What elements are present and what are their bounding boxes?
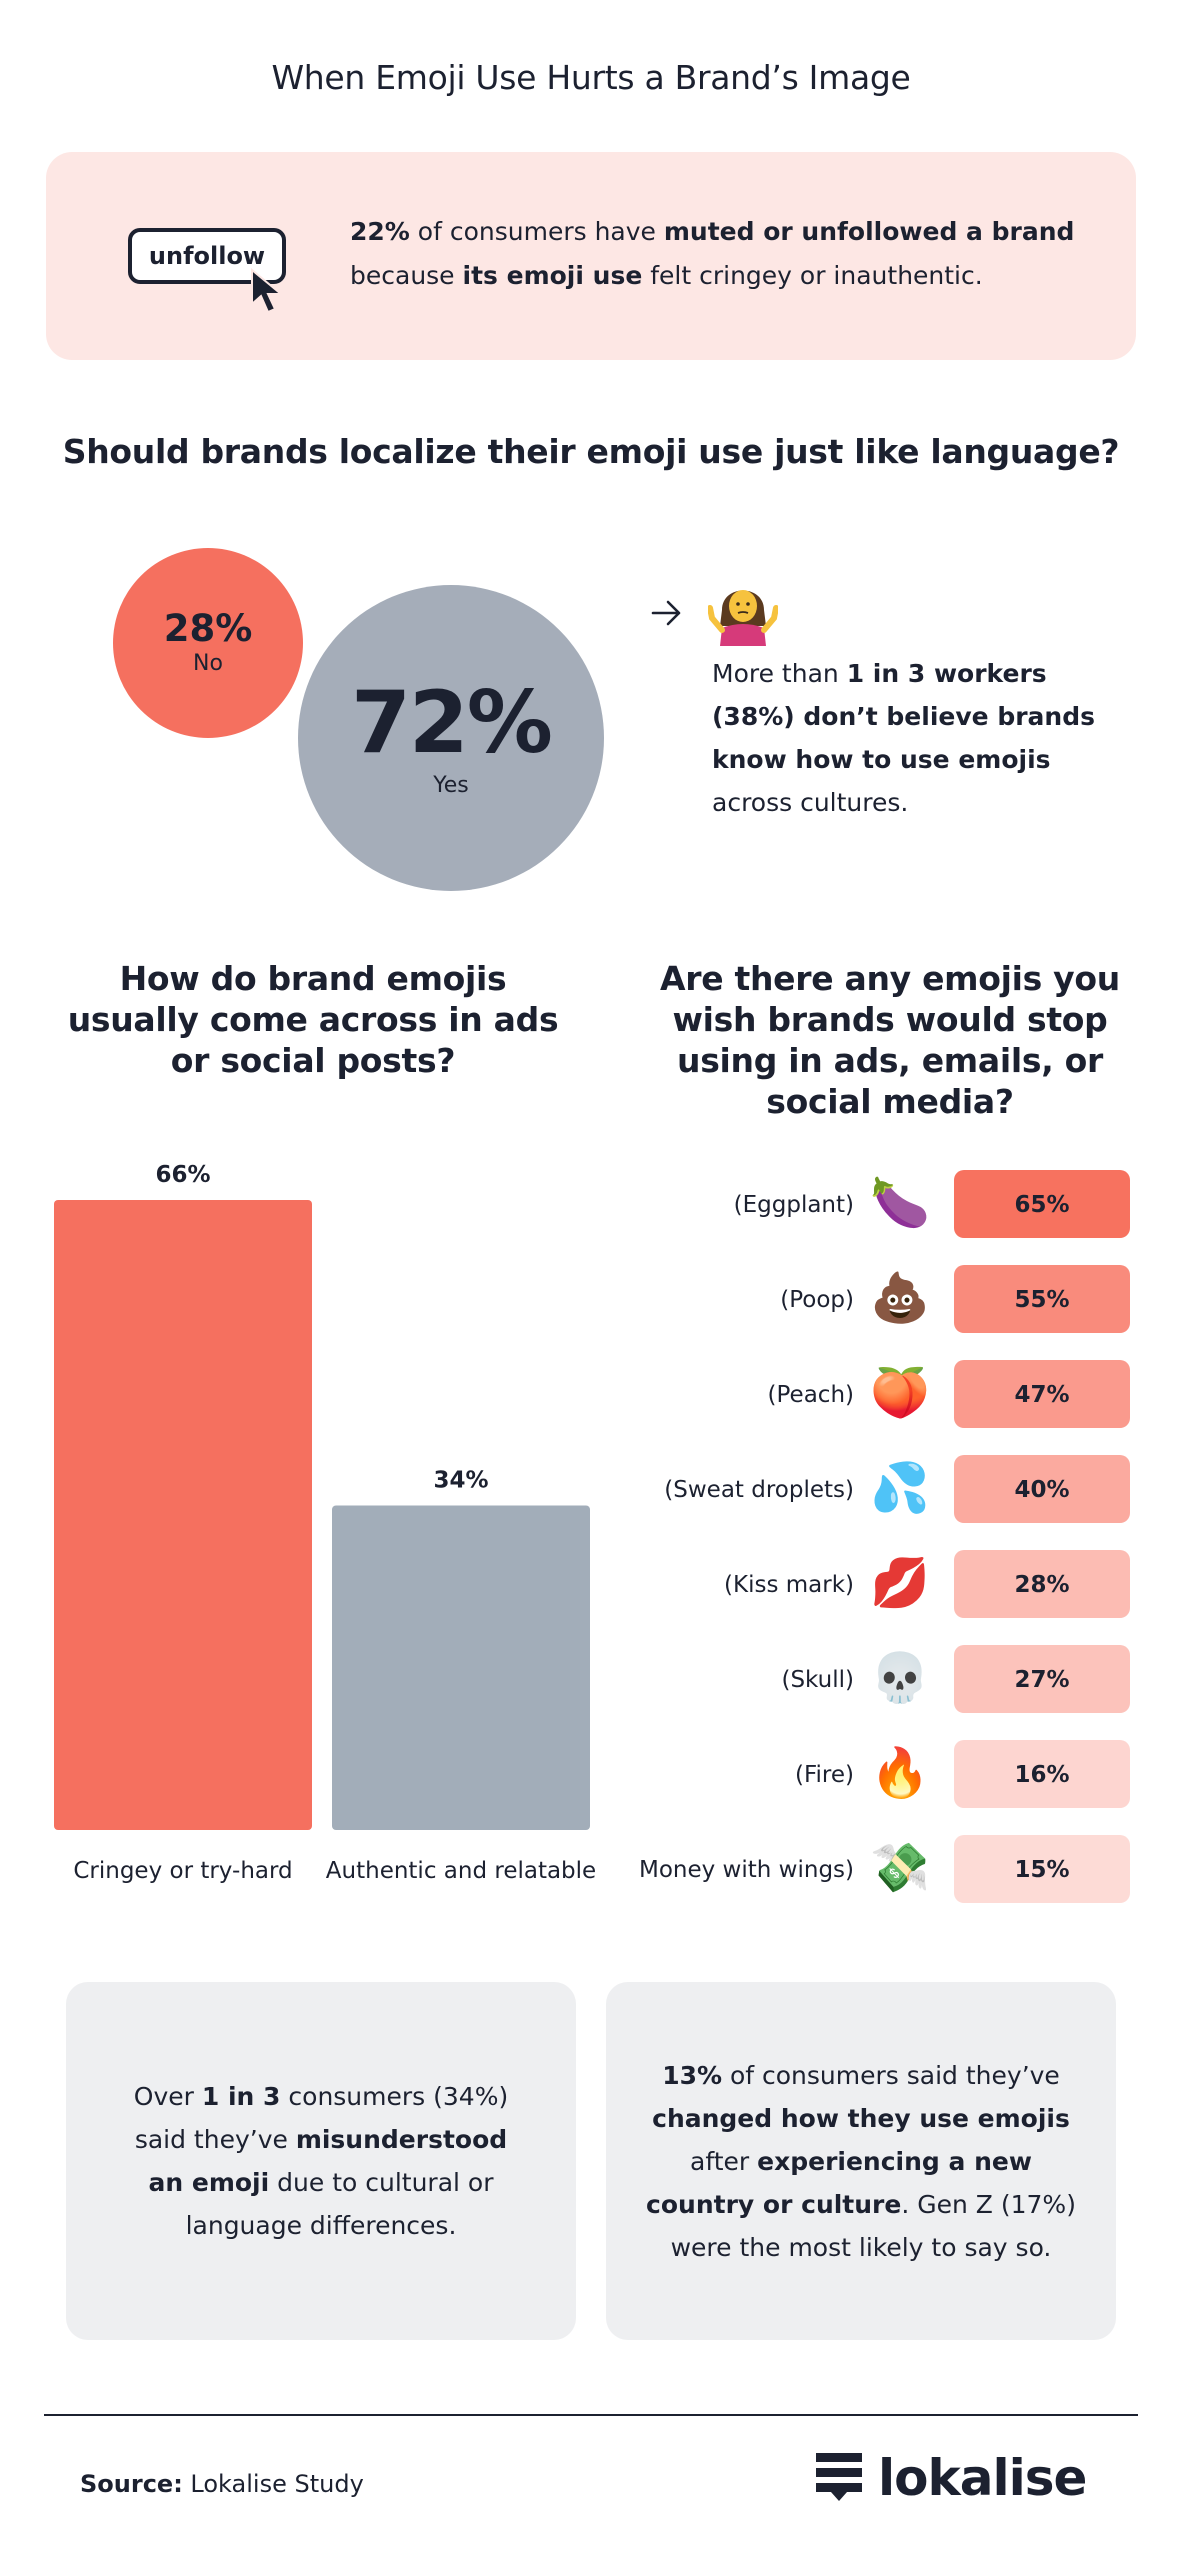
emoji-value-label: 16% xyxy=(1014,1762,1069,1788)
yes-answer-circle: 72% Yes xyxy=(298,585,604,891)
unfollow-stat-text: 22% of consumers have muted or unfollowe… xyxy=(350,217,1075,290)
perception-bar-chart: 66% Cringey or try-hard 34% Authentic and r… xyxy=(54,1162,596,1884)
unfollow-stat-card: unfollow 22% of consumers have muted or … xyxy=(46,152,1136,360)
source-note: Source: Lokalise Study xyxy=(80,2470,364,2498)
emoji-icon: 💩 xyxy=(870,1270,930,1326)
emoji-value-pill xyxy=(954,1170,1130,1238)
bar-value-label: 66% xyxy=(155,1162,210,1188)
bar-category-label: Cringey or try-hard xyxy=(73,1858,292,1884)
brand-wordmark: lokalise xyxy=(878,2449,1087,2507)
bar-chart-heading: How do brand emojis usually come across … xyxy=(67,959,559,1080)
emoji-category-label: (Kiss mark) xyxy=(724,1572,854,1598)
bar-value-label: 34% xyxy=(433,1467,488,1493)
emoji-category-label: (Skull) xyxy=(781,1667,854,1693)
emoji-value-label: 28% xyxy=(1014,1572,1069,1598)
emoji-icon: 💦 xyxy=(870,1460,930,1516)
emoji-value-pill xyxy=(954,1550,1130,1618)
changed-usage-stat-text: 13% of consumers said they’ve changed ho… xyxy=(646,2060,1076,2262)
bar xyxy=(332,1505,590,1830)
misunderstood-stat-text: Over 1 in 3 consumers (34%) said they’ve… xyxy=(133,2082,509,2240)
emoji-value-pill xyxy=(954,1645,1130,1713)
arrow-right-icon xyxy=(651,600,681,626)
yes-answer-label: Yes xyxy=(433,773,469,798)
yes-answer-value: 72% xyxy=(351,673,553,773)
bar-category-label: Authentic and relatable xyxy=(326,1858,596,1884)
localize-question-heading: Should brands localize their emoji use j… xyxy=(62,432,1120,471)
emoji-stop-bar-chart: (Eggplant) 65% (Poop) 55% (Peach) 47% (Sweat d… xyxy=(640,1170,1130,1903)
emoji-value-pill xyxy=(954,1360,1130,1428)
no-answer-circle: 28% No xyxy=(113,548,303,738)
emoji-category-label: (Poop) xyxy=(780,1287,854,1313)
emoji-value-pill xyxy=(954,1265,1130,1333)
emoji-value-label: 55% xyxy=(1014,1287,1069,1313)
cursor-icon xyxy=(251,268,284,314)
emoji-category-label: (Peach) xyxy=(768,1382,854,1408)
workers-stat-text: More than 1 in 3 workers (38%) don’t bel… xyxy=(712,659,1095,817)
emoji-category-label: (Money with wings) xyxy=(640,1857,854,1883)
emoji-icon: 🍑 xyxy=(870,1365,930,1421)
emoji-category-label: (Eggplant) xyxy=(734,1192,854,1218)
person-shrugging-icon xyxy=(708,590,778,646)
footer-divider xyxy=(44,2414,1138,2416)
unfollow-button-illustration: unfollow xyxy=(128,228,286,284)
emoji-value-pill xyxy=(954,1835,1130,1903)
emoji-icon: 🔥 xyxy=(870,1745,930,1801)
page-title: When Emoji Use Hurts a Brand’s Image xyxy=(271,58,911,97)
lokalise-logo-icon xyxy=(816,2453,862,2501)
emoji-chart-heading: Are there any emojis you wish brands wou… xyxy=(660,959,1120,1121)
emoji-value-label: 40% xyxy=(1014,1477,1069,1503)
misunderstood-stat-card: Over 1 in 3 consumers (34%) said they’ve… xyxy=(66,1982,576,2340)
emoji-value-pill xyxy=(954,1455,1130,1523)
emoji-value-label: 65% xyxy=(1014,1192,1069,1218)
emoji-icon: 💀 xyxy=(870,1650,930,1706)
no-answer-value: 28% xyxy=(163,607,253,650)
emoji-icon: 🍆 xyxy=(870,1175,930,1231)
changed-usage-stat-card: 13% of consumers said they’ve changed ho… xyxy=(606,1982,1116,2340)
brand-logo: lokalise xyxy=(814,2448,1087,2508)
emoji-icon: 💸 xyxy=(870,1840,930,1896)
emoji-value-label: 27% xyxy=(1014,1667,1069,1693)
emoji-value-label: 15% xyxy=(1014,1857,1069,1883)
no-answer-label: No xyxy=(193,651,223,676)
emoji-value-label: 47% xyxy=(1014,1382,1069,1408)
emoji-category-label: (Fire) xyxy=(795,1762,854,1788)
emoji-value-pill xyxy=(954,1740,1130,1808)
emoji-icon: 💋 xyxy=(870,1555,930,1611)
emoji-category-label: (Sweat droplets) xyxy=(664,1477,854,1503)
bar xyxy=(54,1200,312,1830)
